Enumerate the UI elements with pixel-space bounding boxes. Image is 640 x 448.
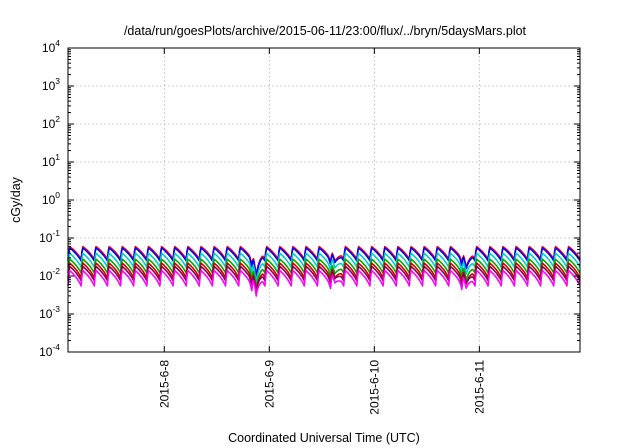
series-line-3 [67,252,581,284]
chart-title: /data/run/goesPlots/archive/2015-06-11/2… [124,24,527,38]
axes: 10-4 10-3 10-2 10-1 100 101 102 103 104 2015-6-8 2… [39,38,580,415]
series-line-6 [67,265,581,293]
series-line-2 [67,247,581,279]
y-tick-label: 100 [42,190,60,207]
series-line-4 [67,258,581,290]
y-tick-label: 104 [42,38,60,55]
series-lines [67,245,581,297]
x-tick-label: 2015-6-9 [262,360,276,408]
x-tick-label: 2015-6-11 [472,360,486,414]
series-line-1 [67,245,581,277]
y-tick-label: 10-4 [39,342,60,359]
y-tick-label: 103 [42,76,60,93]
y-tick-label: 10-1 [39,228,60,245]
x-tick-label: 2015-6-10 [367,360,381,415]
y-tick-label: 101 [42,152,60,169]
x-tick-label: 2015-6-8 [157,360,171,408]
y-tick-label: 102 [42,114,60,131]
grid-lines [68,48,580,352]
y-tick-label: 10-2 [39,266,60,283]
series-line-5 [67,262,581,294]
y-axis-label: cGy/day [9,176,23,223]
x-axis-label: Coordinated Universal Time (UTC) [228,431,420,445]
y-tick-label: 10-3 [39,304,60,321]
series-line-7 [67,269,581,297]
